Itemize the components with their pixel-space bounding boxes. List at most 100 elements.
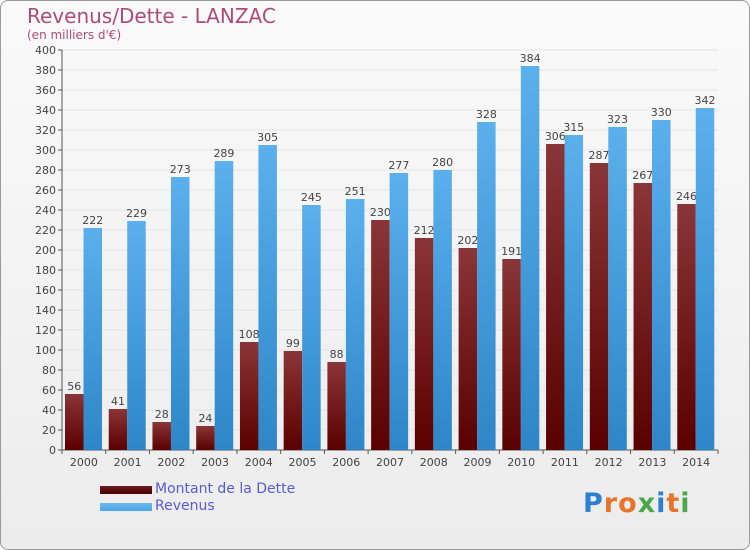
- data-label-revenus: 330: [651, 106, 672, 119]
- logo-letter: o: [618, 488, 638, 519]
- bar-revenus: [433, 170, 452, 450]
- data-label-revenus: 222: [82, 214, 103, 227]
- data-label-revenus: 229: [126, 207, 147, 220]
- x-tick-label: 2008: [420, 456, 448, 469]
- y-tick-label: 140: [35, 304, 56, 317]
- data-label-revenus: 273: [170, 163, 191, 176]
- data-label-revenus: 280: [432, 156, 453, 169]
- data-label-dette: 212: [414, 224, 435, 237]
- data-label-dette: 267: [632, 169, 653, 182]
- y-tick-label: 360: [35, 84, 56, 97]
- data-label-revenus: 342: [695, 94, 716, 107]
- bar-dette: [283, 351, 303, 450]
- bar-revenus: [608, 127, 627, 450]
- bar-dette: [458, 248, 478, 450]
- proxiti-logo: Proxiti: [583, 488, 691, 519]
- y-tick-label: 20: [42, 424, 56, 437]
- x-tick-label: 2004: [245, 456, 273, 469]
- bar-revenus: [214, 161, 234, 450]
- y-tick-label: 40: [42, 404, 56, 417]
- y-tick-label: 380: [35, 64, 56, 77]
- chart-title: Revenus/Dette - LANZAC: [27, 4, 276, 28]
- data-label-revenus: 328: [476, 108, 497, 121]
- x-tick-label: 2005: [289, 456, 317, 469]
- x-tick-label: 2014: [682, 456, 710, 469]
- y-tick-label: 180: [35, 264, 56, 277]
- bar-dette: [327, 362, 346, 450]
- data-label-revenus: 251: [345, 185, 366, 198]
- legend-label-dette: Montant de la Dette: [155, 481, 296, 497]
- bar-dette: [589, 163, 609, 450]
- logo-letter: i: [656, 488, 667, 519]
- bar-dette: [502, 259, 521, 450]
- bar-dette: [633, 183, 653, 450]
- x-tick-label: 2006: [332, 456, 360, 469]
- legend-swatch-dette: [100, 486, 152, 494]
- x-tick-label: 2009: [463, 456, 491, 469]
- data-label-revenus: 305: [257, 131, 278, 144]
- y-tick-label: 300: [35, 144, 56, 157]
- bar-revenus: [652, 120, 671, 450]
- data-label-revenus: 245: [301, 191, 322, 204]
- bar-revenus: [170, 177, 190, 450]
- bar-revenus: [345, 199, 365, 450]
- y-tick-label: 280: [35, 164, 56, 177]
- data-label-revenus: 323: [607, 113, 628, 126]
- logo-letter: t: [666, 488, 681, 519]
- bar-dette: [196, 426, 215, 450]
- logo-letter: r: [603, 488, 619, 519]
- bar-dette: [677, 204, 696, 450]
- data-label-dette: 56: [67, 380, 81, 393]
- data-label-dette: 202: [457, 234, 478, 247]
- bar-dette: [371, 220, 390, 450]
- x-tick-label: 2000: [70, 456, 98, 469]
- bar-dette: [546, 144, 565, 450]
- data-label-dette: 28: [155, 408, 169, 421]
- data-label-revenus: 289: [213, 147, 234, 160]
- data-label-dette: 99: [286, 337, 300, 350]
- bar-revenus: [127, 221, 146, 450]
- bar-dette: [152, 422, 171, 450]
- y-tick-label: 400: [35, 44, 56, 57]
- x-tick-label: 2010: [507, 456, 535, 469]
- y-tick-label: 240: [35, 204, 56, 217]
- y-tick-label: 320: [35, 124, 56, 137]
- data-label-dette: 24: [198, 412, 212, 425]
- x-tick-label: 2013: [638, 456, 666, 469]
- data-label-dette: 230: [370, 206, 391, 219]
- bar-revenus: [477, 122, 496, 450]
- data-label-revenus: 384: [520, 52, 541, 65]
- data-label-dette: 191: [501, 245, 522, 258]
- legend-label-revenus: Revenus: [155, 498, 215, 514]
- y-tick-label: 160: [35, 284, 56, 297]
- data-label-revenus: 315: [563, 121, 584, 134]
- x-tick-label: 2002: [157, 456, 185, 469]
- data-label-dette: 108: [239, 328, 260, 341]
- data-label-dette: 246: [676, 190, 697, 203]
- bar-revenus: [695, 108, 715, 450]
- y-tick-label: 120: [35, 324, 56, 337]
- bar-revenus: [302, 205, 321, 450]
- logo-letter: x: [637, 488, 657, 519]
- y-tick-label: 0: [49, 444, 56, 457]
- y-tick-label: 80: [42, 364, 56, 377]
- data-label-dette: 41: [111, 395, 125, 408]
- data-label-dette: 306: [545, 130, 566, 143]
- bar-dette: [239, 342, 259, 450]
- legend-swatch-revenus: [100, 503, 152, 511]
- y-tick-label: 100: [35, 344, 56, 357]
- y-tick-label: 60: [42, 384, 56, 397]
- y-tick-label: 260: [35, 184, 56, 197]
- x-tick-label: 2003: [201, 456, 229, 469]
- data-label-dette: 287: [589, 149, 610, 162]
- data-label-revenus: 277: [388, 159, 409, 172]
- bar-dette: [108, 409, 128, 450]
- bar-revenus: [520, 66, 540, 450]
- bar-revenus: [389, 173, 409, 450]
- y-tick-label: 220: [35, 224, 56, 237]
- data-label-dette: 88: [330, 348, 344, 361]
- x-tick-label: 2012: [595, 456, 623, 469]
- bar-dette: [65, 394, 84, 450]
- y-tick-label: 340: [35, 104, 56, 117]
